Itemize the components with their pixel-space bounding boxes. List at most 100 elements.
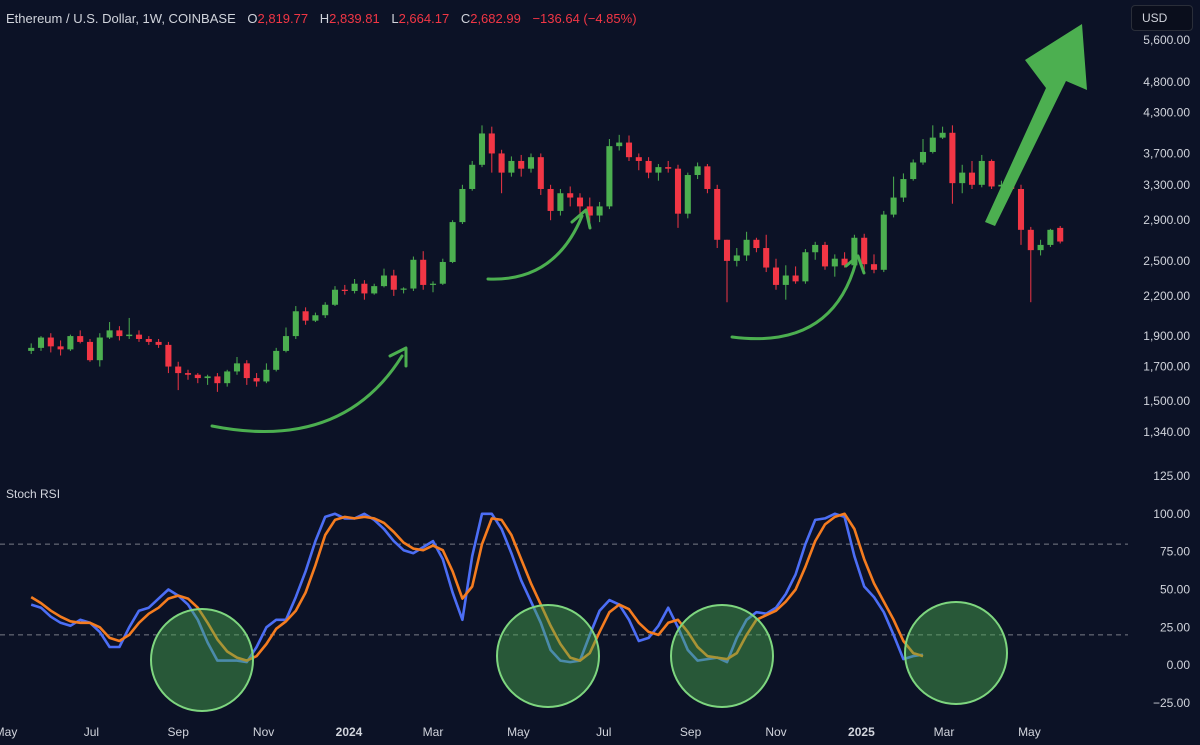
candle-body — [273, 350, 280, 370]
candle-body — [312, 315, 319, 321]
oversold-circle-2 — [496, 604, 600, 708]
candle — [792, 266, 799, 284]
candle — [851, 234, 858, 268]
candle — [478, 125, 486, 168]
candle-body — [390, 275, 397, 290]
change-value: −136.64 (−4.85%) — [532, 11, 637, 26]
rsi-tick-label: 0.00 — [1167, 658, 1191, 672]
chart-legend: Ethereum / U.S. Dollar, 1W, COINBASE O2,… — [6, 11, 637, 26]
time-tick-label: Jul — [596, 725, 611, 739]
high-value: 2,839.81 — [329, 11, 380, 26]
candle — [488, 126, 495, 173]
currency-button[interactable]: USD — [1131, 5, 1193, 31]
candle — [361, 280, 368, 300]
candle-body — [645, 160, 652, 173]
candle — [547, 184, 554, 221]
time-tick-label: Mar — [423, 725, 444, 739]
candle-body — [743, 239, 750, 256]
candle — [753, 237, 760, 253]
open-label: O — [247, 11, 258, 26]
candle-body — [341, 289, 348, 291]
curved-arrow-3-head — [844, 254, 866, 275]
candle-body — [488, 133, 495, 154]
candle — [312, 312, 319, 323]
candlestick-series — [28, 125, 1064, 392]
candle-body — [214, 376, 221, 384]
candle-body — [880, 214, 887, 270]
candle-body — [77, 336, 84, 342]
curved-arrow-3 — [730, 260, 858, 341]
candle-body — [567, 193, 574, 198]
open-value: 2,819.77 — [257, 11, 309, 26]
candle — [645, 157, 652, 179]
time-tick-label: Mar — [934, 725, 955, 739]
candle-body — [1037, 244, 1044, 251]
candle-body — [723, 239, 731, 261]
candle-body — [263, 369, 270, 382]
curved-arrow-1-head — [388, 346, 408, 368]
candle — [968, 160, 976, 189]
candle-body — [145, 338, 152, 342]
candle-body — [635, 157, 642, 161]
candle-body — [292, 311, 299, 337]
candle — [782, 265, 789, 300]
candle-body — [694, 166, 701, 176]
candle-body — [47, 337, 54, 347]
candle — [224, 369, 231, 387]
candle — [939, 126, 946, 140]
candle-body — [233, 363, 241, 372]
candle — [194, 373, 201, 384]
time-tick-label: 2025 — [848, 725, 875, 739]
candle-body — [459, 188, 466, 223]
candle — [86, 338, 94, 362]
candle — [439, 258, 446, 285]
annotation-arrows — [210, 24, 1087, 433]
candle — [684, 172, 691, 219]
candle — [106, 322, 113, 339]
candle-body — [194, 374, 201, 379]
candle — [263, 363, 270, 384]
rsi-tick-label: 50.00 — [1160, 583, 1190, 597]
candle — [743, 231, 750, 261]
candle — [537, 153, 544, 195]
candle — [47, 333, 54, 353]
curved-arrow-1 — [210, 354, 404, 433]
candle-body — [968, 172, 976, 185]
candle — [135, 330, 143, 342]
candle-body — [616, 142, 623, 147]
time-tick-label: May — [0, 725, 17, 739]
candle-body — [821, 244, 829, 267]
candle — [900, 173, 907, 202]
candle — [155, 338, 162, 348]
candle — [812, 241, 819, 260]
candle — [469, 160, 476, 191]
candle — [723, 239, 731, 303]
price-tick-label: 4,300.00 — [1143, 105, 1190, 119]
candle — [508, 156, 515, 177]
candle-body — [469, 164, 476, 189]
candle-body — [596, 206, 603, 216]
candle — [704, 164, 711, 194]
rsi-tick-label: 100.00 — [1153, 507, 1190, 521]
candle — [214, 373, 221, 392]
candle — [243, 360, 250, 385]
candle-body — [28, 347, 35, 351]
candle — [400, 287, 407, 294]
price-tick-label: 2,900.00 — [1143, 213, 1190, 227]
time-tick-label: Nov — [253, 725, 274, 739]
oversold-circle-1 — [150, 608, 254, 712]
price-tick-label: 3,700.00 — [1143, 146, 1190, 160]
candle — [145, 336, 152, 345]
candle — [331, 286, 339, 307]
symbol-label: Ethereum / U.S. Dollar, 1W, COINBASE — [6, 11, 236, 26]
time-tick-label: Nov — [765, 725, 786, 739]
candle-body — [184, 373, 192, 375]
candle — [919, 139, 927, 165]
candle-body — [498, 153, 505, 173]
candle-body — [576, 197, 584, 207]
candle — [665, 160, 672, 173]
time-tick-label: Jul — [84, 725, 99, 739]
candle-body — [37, 337, 45, 348]
rsi-tick-label: 125.00 — [1153, 469, 1190, 483]
